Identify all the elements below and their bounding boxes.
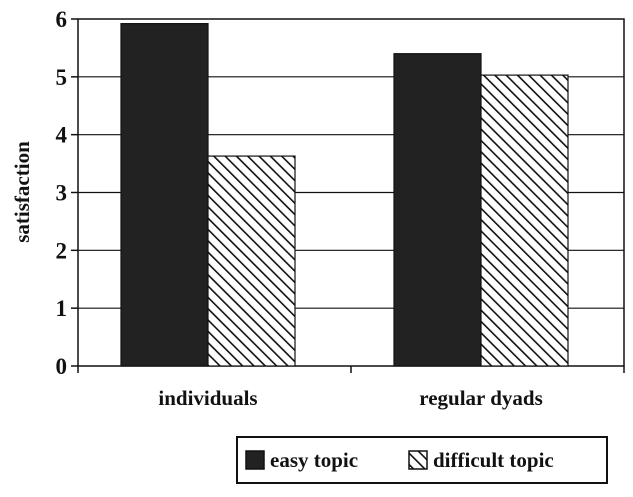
y-tick-label: 2 xyxy=(56,238,68,263)
x-tick-label: individuals xyxy=(158,386,257,410)
y-tick-label: 5 xyxy=(56,65,68,90)
plot-area: 0 1 2 3 4 5 6 individuals regular dyads xyxy=(56,7,625,410)
legend-swatch-easy-topic xyxy=(245,450,265,470)
legend-swatch-difficult-topic xyxy=(408,450,428,470)
bar-easy-topic xyxy=(120,23,209,367)
bar-difficult-topic xyxy=(207,155,296,367)
y-axis-label: satisfaction xyxy=(10,141,34,243)
y-tick-label: 4 xyxy=(56,123,68,148)
x-tick-label: regular dyads xyxy=(419,386,543,410)
legend-label-difficult-topic: difficult topic xyxy=(433,448,554,472)
y-tick-label: 6 xyxy=(56,7,68,32)
bar-difficult-topic xyxy=(480,74,569,367)
y-tick-label: 0 xyxy=(56,354,68,379)
y-tick-label: 1 xyxy=(56,296,68,321)
y-tick-label: 3 xyxy=(56,181,68,206)
bar-easy-topic xyxy=(393,53,482,367)
legend: easy topic difficult topic xyxy=(236,436,608,484)
legend-label-easy-topic: easy topic xyxy=(270,448,358,472)
